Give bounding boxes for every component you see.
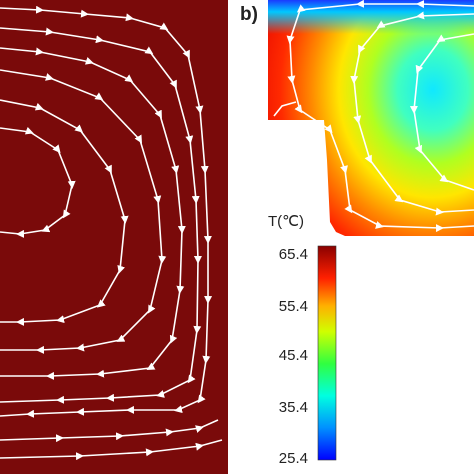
streamline xyxy=(350,11,474,216)
streamline xyxy=(0,5,213,418)
colorbar-title: T(℃) xyxy=(268,213,304,230)
streamline xyxy=(409,33,474,191)
streamline xyxy=(0,439,223,461)
panel-a-streamlines xyxy=(0,5,223,461)
streamline xyxy=(0,126,76,238)
streamline xyxy=(273,101,297,117)
colorbar-tick: 35.4 xyxy=(279,399,308,416)
panel-b-streamlines xyxy=(273,0,474,233)
streamline xyxy=(0,69,167,354)
panel-a xyxy=(0,0,228,474)
panel-b: b) xyxy=(240,0,474,236)
streamline xyxy=(286,0,474,233)
colorbar-gradient xyxy=(317,245,337,461)
panel-b-label: b) xyxy=(240,4,258,25)
colorbar: T(℃) 65.4 55.4 45.4 35.4 25.4 xyxy=(268,213,337,467)
colorbar-tick: 65.4 xyxy=(279,246,308,263)
colorbar-tick: 45.4 xyxy=(279,347,308,364)
streamline xyxy=(0,99,129,326)
colorbar-tick: 55.4 xyxy=(279,298,308,315)
colorbar-tick: 25.4 xyxy=(279,450,308,467)
streamline xyxy=(0,419,219,443)
streamline xyxy=(0,47,186,380)
streamline xyxy=(0,27,202,404)
